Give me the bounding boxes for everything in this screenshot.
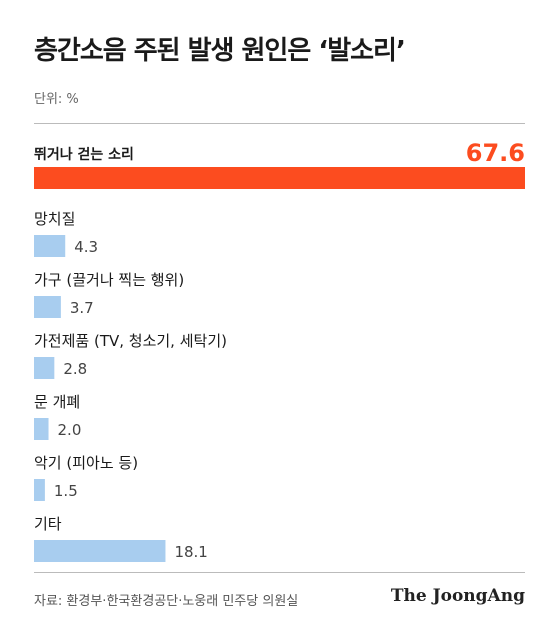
bar <box>34 357 55 379</box>
value-label: 2.0 <box>58 421 82 439</box>
value-label: 2.8 <box>63 360 87 378</box>
category-label: 가전제품 (TV, 청소기, 세탁기) <box>34 332 227 350</box>
category-label: 망치질 <box>34 210 75 228</box>
publisher-logo: The JoongAng <box>390 586 525 606</box>
category-label: 뛰거나 걷는 소리 <box>34 146 134 163</box>
bar <box>34 479 45 501</box>
value-label: 3.7 <box>70 299 94 317</box>
bar <box>34 235 66 257</box>
category-label: 문 개폐 <box>34 393 80 411</box>
bar <box>34 418 49 440</box>
bar <box>34 540 166 562</box>
bar <box>34 296 61 318</box>
unit-label: 단위: % <box>34 92 79 107</box>
bar <box>34 167 525 189</box>
source-note: 자료: 환경부·한국환경공단·노웅래 민주당 의원실 <box>34 594 299 609</box>
category-label: 기타 <box>34 515 62 533</box>
category-label: 악기 (피아노 등) <box>34 454 138 472</box>
value-label: 67.6 <box>466 139 525 167</box>
top-divider <box>34 123 525 124</box>
value-label: 18.1 <box>174 543 207 561</box>
value-label: 1.5 <box>54 482 78 500</box>
page-title: 층간소음 주된 발생 원인은 ‘발소리’ <box>34 36 406 66</box>
category-label: 가구 (끌거나 찍는 행위) <box>34 271 184 289</box>
value-label: 4.3 <box>74 238 98 256</box>
bottom-divider <box>34 572 525 573</box>
